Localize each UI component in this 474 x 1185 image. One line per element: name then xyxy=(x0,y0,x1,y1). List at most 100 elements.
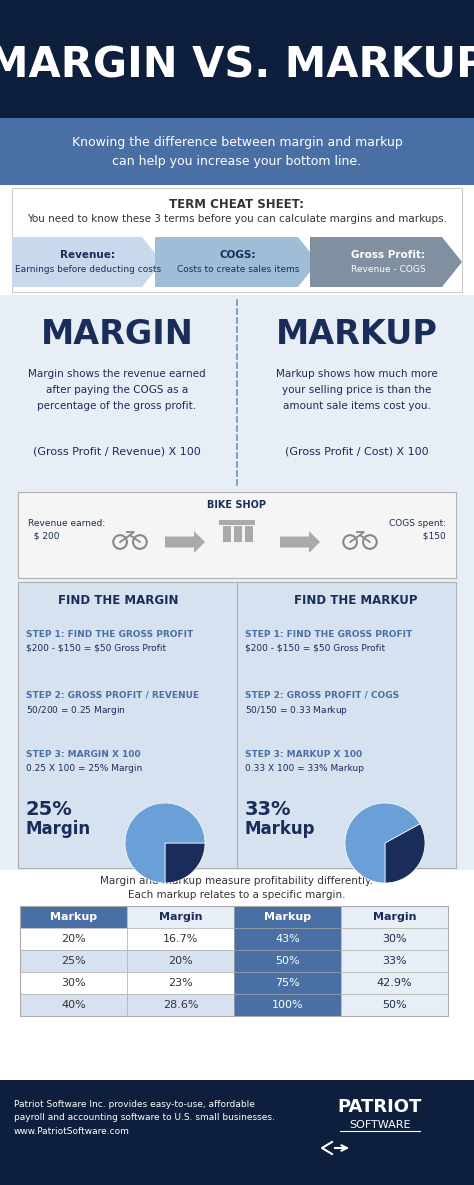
Text: SOFTWARE: SOFTWARE xyxy=(349,1120,411,1130)
Text: STEP 1: FIND THE GROSS PROFIT: STEP 1: FIND THE GROSS PROFIT xyxy=(245,630,412,639)
Bar xyxy=(0,870,474,1055)
Bar xyxy=(234,526,242,542)
Wedge shape xyxy=(125,803,205,883)
Wedge shape xyxy=(345,803,420,883)
Text: 20%: 20% xyxy=(168,956,193,966)
Text: (Gross Profit / Revenue) X 100: (Gross Profit / Revenue) X 100 xyxy=(33,447,201,457)
Bar xyxy=(12,188,462,292)
Bar xyxy=(20,950,127,972)
Text: 33%: 33% xyxy=(245,800,292,819)
Text: Margin: Margin xyxy=(159,912,202,922)
Text: Markup shows how much more
your selling price is than the
amount sale items cost: Markup shows how much more your selling … xyxy=(276,370,438,410)
Text: Revenue earned:
  $ 200: Revenue earned: $ 200 xyxy=(28,519,105,540)
Bar xyxy=(0,491,474,579)
Bar xyxy=(341,994,448,1016)
Bar xyxy=(0,579,474,870)
Bar xyxy=(20,972,127,994)
Text: COGS spent:
  $150: COGS spent: $150 xyxy=(389,519,446,540)
Text: Knowing the difference between margin and markup
can help you increase your bott: Knowing the difference between margin an… xyxy=(72,136,402,168)
Bar xyxy=(18,582,456,867)
Bar xyxy=(127,994,234,1016)
Bar xyxy=(0,0,474,118)
Text: 23%: 23% xyxy=(168,978,193,988)
Text: Margin shows the revenue earned
after paying the COGS as a
percentage of the gro: Margin shows the revenue earned after pa… xyxy=(28,370,206,410)
Polygon shape xyxy=(12,237,162,287)
Bar xyxy=(20,994,127,1016)
Bar xyxy=(0,1080,474,1185)
Polygon shape xyxy=(155,237,318,287)
Text: 100%: 100% xyxy=(272,1000,303,1010)
Text: Gross Profit:: Gross Profit: xyxy=(351,250,425,260)
Text: Markup: Markup xyxy=(264,912,311,922)
Bar xyxy=(341,907,448,928)
Text: 30%: 30% xyxy=(382,934,407,944)
Text: 50%: 50% xyxy=(382,1000,407,1010)
Bar xyxy=(341,972,448,994)
Text: 25%: 25% xyxy=(61,956,86,966)
Bar xyxy=(20,907,448,1016)
Bar xyxy=(0,118,474,185)
Text: 33%: 33% xyxy=(382,956,407,966)
Text: 75%: 75% xyxy=(275,978,300,988)
Text: $50 /$150 = 0.33 Markup: $50 /$150 = 0.33 Markup xyxy=(245,704,348,717)
Text: Markup: Markup xyxy=(50,912,97,922)
Polygon shape xyxy=(280,531,320,553)
Text: STEP 2: GROSS PROFIT / COGS: STEP 2: GROSS PROFIT / COGS xyxy=(245,690,399,699)
Text: TERM CHEAT SHEET:: TERM CHEAT SHEET: xyxy=(170,199,304,211)
Text: 16.7%: 16.7% xyxy=(163,934,198,944)
Bar xyxy=(341,950,448,972)
Text: 20%: 20% xyxy=(61,934,86,944)
Bar xyxy=(127,972,234,994)
Bar xyxy=(0,185,474,295)
Bar xyxy=(234,907,341,928)
Text: FIND THE MARGIN: FIND THE MARGIN xyxy=(58,594,179,607)
Bar xyxy=(20,907,127,928)
Bar xyxy=(127,928,234,950)
Bar xyxy=(341,928,448,950)
Text: STEP 2: GROSS PROFIT / REVENUE: STEP 2: GROSS PROFIT / REVENUE xyxy=(26,690,199,699)
Text: Margin: Margin xyxy=(373,912,416,922)
Text: COGS:: COGS: xyxy=(220,250,256,260)
Wedge shape xyxy=(385,824,425,883)
Text: MARGIN: MARGIN xyxy=(41,319,193,352)
Text: Margin and markup measure profitability differently.
Each markup relates to a sp: Margin and markup measure profitability … xyxy=(100,876,374,901)
Bar xyxy=(245,526,253,542)
Bar xyxy=(223,526,231,542)
Polygon shape xyxy=(310,237,462,287)
Bar xyxy=(234,950,341,972)
Text: Costs to create sales items: Costs to create sales items xyxy=(177,264,299,274)
Text: FIND THE MARKUP: FIND THE MARKUP xyxy=(294,594,417,607)
Text: 0.25 X 100 = 25% Margin: 0.25 X 100 = 25% Margin xyxy=(26,764,142,773)
Polygon shape xyxy=(165,531,205,553)
Wedge shape xyxy=(165,843,205,883)
Text: BIKE SHOP: BIKE SHOP xyxy=(208,500,266,510)
Text: 25%: 25% xyxy=(26,800,73,819)
Text: You need to know these 3 terms before you can calculate margins and markups.: You need to know these 3 terms before yo… xyxy=(27,214,447,224)
Text: Revenue - COGS: Revenue - COGS xyxy=(351,264,425,274)
Text: Patriot Software Inc. provides easy-to-use, affordable
payroll and accounting so: Patriot Software Inc. provides easy-to-u… xyxy=(14,1101,275,1135)
Text: 0.33 X 100 = 33% Markup: 0.33 X 100 = 33% Markup xyxy=(245,764,364,773)
Bar xyxy=(20,928,127,950)
Bar xyxy=(234,994,341,1016)
Text: Margin: Margin xyxy=(26,820,91,838)
Text: MARKUP: MARKUP xyxy=(276,319,438,352)
Text: 28.6%: 28.6% xyxy=(163,1000,198,1010)
Text: Markup: Markup xyxy=(245,820,316,838)
Text: STEP 1: FIND THE GROSS PROFIT: STEP 1: FIND THE GROSS PROFIT xyxy=(26,630,193,639)
Bar xyxy=(234,928,341,950)
Text: PATRIOT: PATRIOT xyxy=(338,1098,422,1116)
Bar xyxy=(127,950,234,972)
Text: $200 - $150 = $50 Gross Profit: $200 - $150 = $50 Gross Profit xyxy=(26,643,166,653)
Text: MARGIN VS. MARKUP: MARGIN VS. MARKUP xyxy=(0,44,474,87)
Bar xyxy=(234,972,341,994)
Text: $50 /$200 = 0.25 Margin: $50 /$200 = 0.25 Margin xyxy=(26,704,126,717)
Text: $200 - $150 = $50 Gross Profit: $200 - $150 = $50 Gross Profit xyxy=(245,643,385,653)
Text: 30%: 30% xyxy=(61,978,86,988)
Text: 40%: 40% xyxy=(61,1000,86,1010)
Text: (Gross Profit / Cost) X 100: (Gross Profit / Cost) X 100 xyxy=(285,447,429,457)
Bar xyxy=(219,520,255,525)
Text: STEP 3: MARGIN X 100: STEP 3: MARGIN X 100 xyxy=(26,750,141,760)
Text: Revenue:: Revenue: xyxy=(61,250,116,260)
Text: 43%: 43% xyxy=(275,934,300,944)
Text: Earnings before deducting costs: Earnings before deducting costs xyxy=(15,264,161,274)
